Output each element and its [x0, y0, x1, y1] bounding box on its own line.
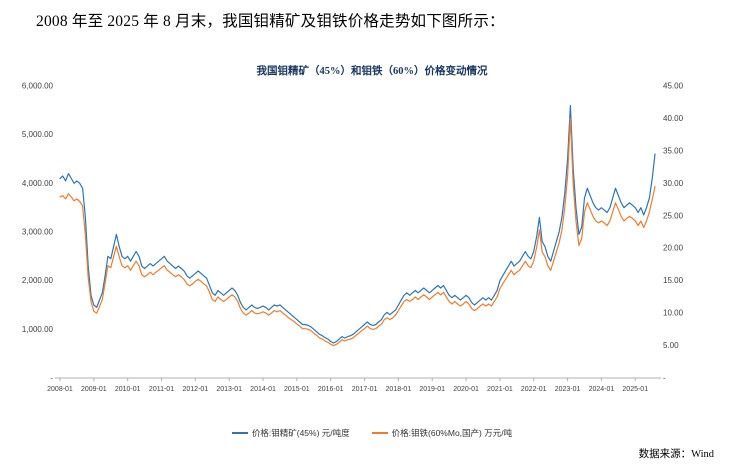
- legend-item-ferro-mo: 价格:钼铁(60%Mo,国产) 万元/吨: [371, 427, 513, 439]
- x-axis-tick-label: 2012-01: [183, 386, 209, 393]
- series-line-1: [59, 117, 656, 347]
- x-axis-tick-label: 2008-01: [47, 386, 73, 393]
- x-axis-tick-label: 2025-01: [622, 386, 648, 393]
- chart-legend: 价格:钼精矿(45%) 元/吨度 价格:钼铁(60%Mo,国产) 万元/吨: [0, 427, 744, 439]
- right-axis-tick-label: 20.00: [663, 244, 684, 253]
- legend-label-ferro-mo: 价格:钼铁(60%Mo,国产) 万元/吨: [391, 428, 513, 438]
- left-axis-tick-label: 6,000.00: [22, 82, 54, 91]
- x-axis-tick-label: 2019-01: [419, 386, 445, 393]
- page-heading: 2008 年至 2025 年 8 月末，我国钼精矿及钼铁价格走势如下图所示：: [36, 13, 505, 30]
- legend-label-mo-concentrate: 价格:钼精矿(45%) 元/吨度: [251, 428, 350, 438]
- x-axis-tick-label: 2013-01: [216, 386, 242, 393]
- x-axis-tick-label: 2022-01: [521, 386, 547, 393]
- left-axis-tick-label: 2,000.00: [22, 276, 54, 285]
- right-axis-tick-label: 30.00: [663, 179, 684, 188]
- left-axis-tick-label: 4,000.00: [22, 179, 54, 188]
- x-axis-tick-label: 2021-01: [487, 386, 513, 393]
- right-axis-tick-label: 5.00: [663, 341, 679, 350]
- left-axis-tick-label: 5,000.00: [22, 130, 54, 139]
- price-line-chart: 6,000.00 5,000.00 4,000.00 3,000.00 2,000.00…: [22, 82, 684, 394]
- right-axis-tick-label: 40.00: [663, 114, 684, 123]
- x-axis-tick-label: 2018-01: [386, 386, 412, 393]
- chart-title: 我国钼精矿（45%）和钼铁（60%）价格变动情况: [256, 66, 488, 77]
- right-axis-tick-label: -: [663, 374, 666, 383]
- right-axis-tick-label: 45.00: [663, 82, 684, 91]
- x-axis-tick-label: 2024-01: [589, 386, 615, 393]
- right-axis-tick-label: 35.00: [663, 146, 684, 155]
- left-axis-tick-label: -: [50, 374, 53, 383]
- x-axis-tick-label: 2015-01: [284, 386, 310, 393]
- x-axis-tick-label: 2014-01: [250, 386, 276, 393]
- legend-swatch-orange-line: [371, 432, 388, 434]
- data-source-label: 数据来源：Wind: [638, 449, 714, 460]
- x-axis-tick-label: 2020-01: [453, 386, 479, 393]
- x-axis-tick-label: 2010-01: [115, 386, 141, 393]
- right-axis-tick-label: 10.00: [663, 309, 684, 318]
- series-line-0: [59, 104, 656, 344]
- legend-item-mo-concentrate: 价格:钼精矿(45%) 元/吨度: [231, 427, 350, 439]
- x-axis-tick-label: 2009-01: [81, 386, 107, 393]
- left-axis-tick-label: 3,000.00: [22, 228, 54, 237]
- legend-swatch-blue-line: [231, 432, 248, 434]
- right-axis-tick-label: 25.00: [663, 211, 684, 220]
- x-axis-tick-label: 2023-01: [555, 386, 581, 393]
- x-axis-tick-label: 2017-01: [352, 386, 378, 393]
- x-axis-tick-label: 2011-01: [149, 386, 174, 393]
- x-axis-tick-label: 2016-01: [318, 386, 344, 393]
- right-axis-tick-label: 15.00: [663, 276, 684, 285]
- left-axis-tick-label: 1,000.00: [22, 325, 54, 334]
